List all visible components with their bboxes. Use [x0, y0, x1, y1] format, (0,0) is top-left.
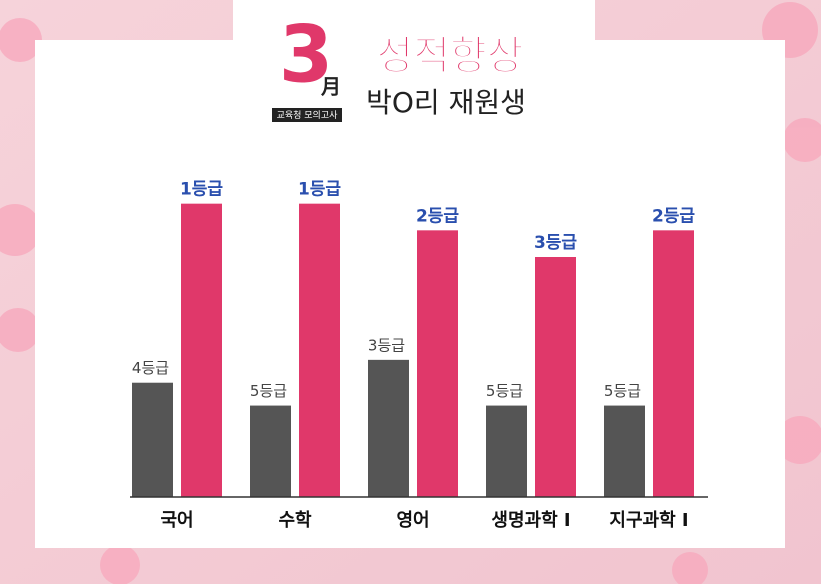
value-label: 1등급 — [298, 180, 341, 200]
value-label: 1등급 — [180, 180, 223, 200]
bar — [181, 203, 222, 497]
value-label: 2등급 — [416, 206, 459, 226]
value-label: 5등급 — [486, 382, 523, 400]
month-char: 月 — [320, 75, 341, 99]
x-tick-label: 생명과학 Ⅰ — [491, 509, 570, 531]
month-number: 3 — [279, 10, 333, 100]
bar — [132, 382, 173, 497]
value-label: 2등급 — [652, 206, 695, 226]
bar — [653, 230, 694, 498]
value-label: 3등급 — [368, 336, 405, 354]
value-label: 3등급 — [534, 233, 577, 253]
x-tick-label: 영어 — [396, 510, 429, 531]
badge-bg — [272, 108, 342, 122]
bar — [604, 405, 645, 497]
x-tick-label: 국어 — [160, 510, 193, 531]
bar — [486, 405, 527, 497]
bar — [250, 405, 291, 497]
subtitle: 박O리 재원생 — [366, 86, 526, 119]
value-label: 4등급 — [132, 359, 169, 377]
value-label: 5등급 — [250, 382, 287, 400]
bar — [368, 359, 409, 497]
badge: 교육청 모의고사 — [277, 110, 339, 121]
bar — [417, 230, 458, 498]
panel-notch — [233, 0, 595, 40]
x-tick-label: 지구과학 Ⅰ — [609, 509, 688, 531]
title: 성적향상 — [376, 33, 523, 79]
value-label: 5등급 — [604, 382, 641, 400]
x-tick-label: 수학 — [278, 509, 312, 531]
bar — [535, 257, 576, 497]
bar — [299, 203, 340, 497]
